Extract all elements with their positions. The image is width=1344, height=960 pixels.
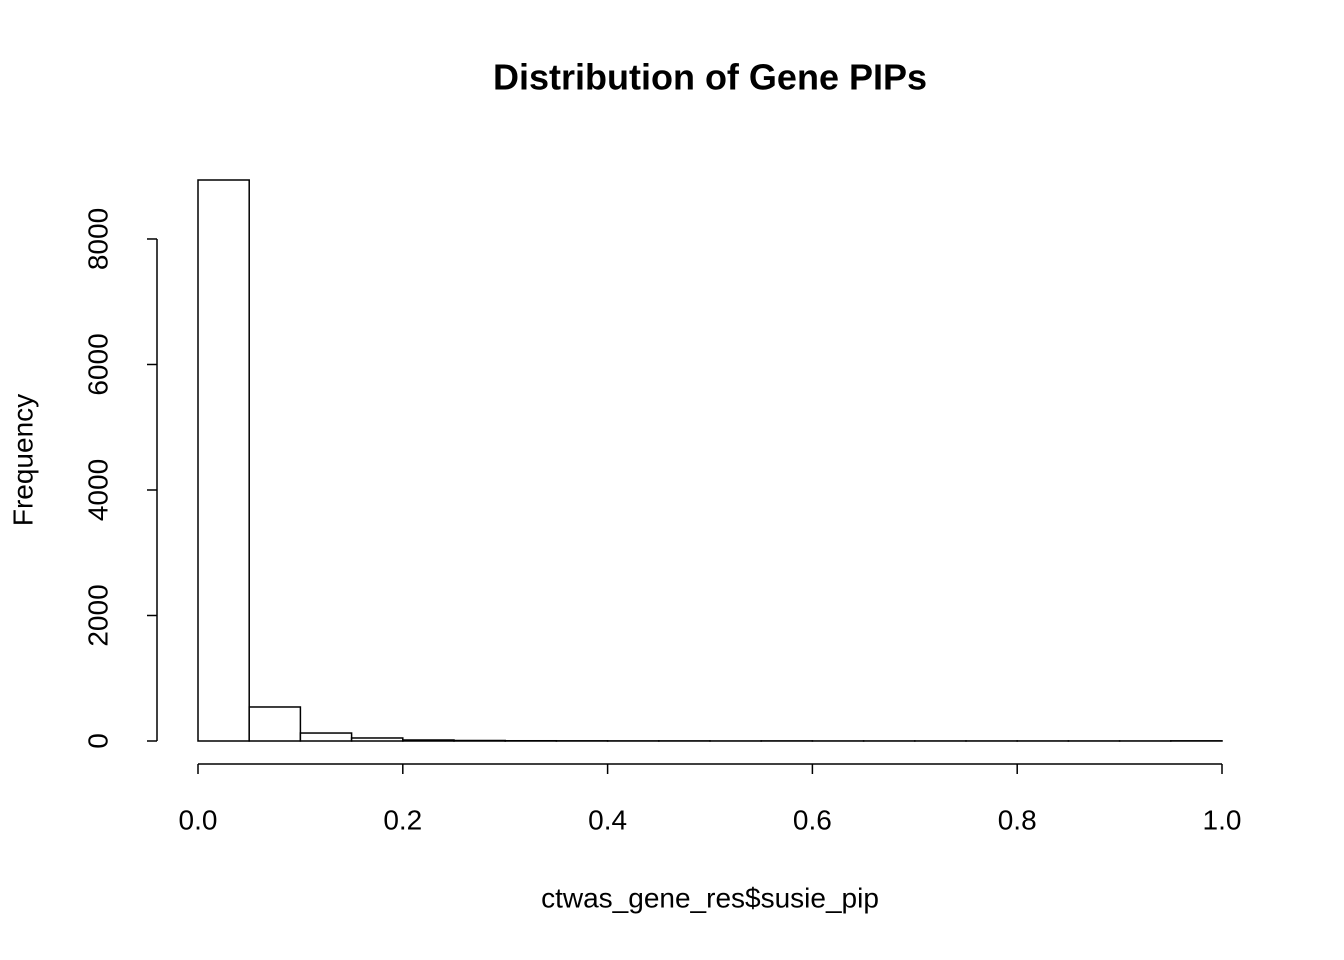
y-axis-label: Frequency xyxy=(7,394,38,526)
y-tick-label: 8000 xyxy=(82,208,113,270)
bar xyxy=(299,732,353,742)
y-tick-label: 4000 xyxy=(82,459,113,521)
y-tick-label: 2000 xyxy=(82,584,113,646)
x-tick-label: 0.4 xyxy=(588,804,627,835)
bar xyxy=(350,737,404,742)
x-axis-label: ctwas_gene_res$susie_pip xyxy=(541,882,879,913)
bar xyxy=(453,739,506,742)
x-tick-label: 0.8 xyxy=(998,804,1037,835)
y-tick-label: 0 xyxy=(82,733,113,749)
bar xyxy=(402,739,455,742)
x-tick-label: 1.0 xyxy=(1203,804,1242,835)
bar xyxy=(197,179,250,742)
x-tick-label: 0.0 xyxy=(179,804,218,835)
x-tick-label: 0.2 xyxy=(383,804,422,835)
x-tick-label: 0.6 xyxy=(793,804,832,835)
chart-title: Distribution of Gene PIPs xyxy=(493,57,927,98)
y-tick-label: 6000 xyxy=(82,333,113,395)
bar xyxy=(248,706,302,742)
